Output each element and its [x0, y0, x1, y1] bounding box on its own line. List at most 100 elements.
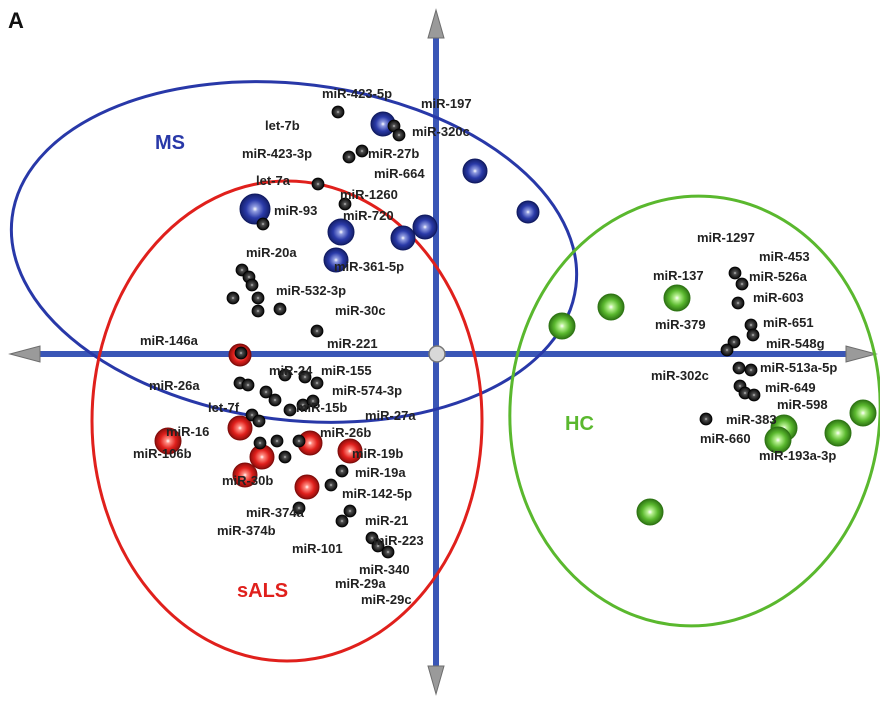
mirna-label-09: miR-1260 [340, 187, 398, 202]
mirna-label-23: miR-15b [296, 400, 347, 415]
hc-group-label: HC [565, 413, 594, 435]
ms-sample-point-8 [323, 247, 349, 273]
mirna-point-34 [335, 464, 349, 478]
mirna-label-52: miR-383 [726, 412, 777, 427]
hc-sample-point-18 [597, 293, 625, 321]
mirna-label-31: miR-142-5p [342, 486, 412, 501]
mirna-point-42 [728, 266, 742, 280]
mirna-point-1 [331, 105, 345, 119]
mirna-point-21 [278, 368, 292, 382]
mirna-point-25 [283, 403, 297, 417]
mirna-label-05: miR-423-3p [242, 146, 312, 161]
mirna-label-02: miR-197 [421, 96, 472, 111]
mirna-point-11 [245, 278, 259, 292]
mirna-point-49 [732, 361, 746, 375]
mirna-point-23 [310, 376, 324, 390]
mirna-point-46 [746, 328, 760, 342]
mirna-label-49: miR-513a-5p [760, 360, 837, 375]
mirna-point-14 [273, 302, 287, 316]
mirna-point-19 [241, 378, 255, 392]
left-arrow-icon [8, 345, 41, 363]
sals-sample-point-13 [337, 438, 363, 464]
mirna-point-20 [259, 385, 273, 399]
mirna-label-35: miR-101 [292, 541, 343, 556]
mirna-label-04: miR-320c [412, 124, 470, 139]
mirna-label-33: miR-374b [217, 523, 276, 538]
mirna-point-36 [292, 501, 306, 515]
mirna-point-13 [251, 291, 265, 305]
ms-sample-point-7 [412, 214, 438, 240]
points-layer [154, 105, 877, 559]
hc-sample-point-17 [548, 312, 576, 340]
mirna-point-44 [731, 296, 745, 310]
mirna-point-8 [256, 217, 270, 231]
mirna-label-26: miR-26b [320, 425, 371, 440]
mirna-point-7 [338, 197, 352, 211]
mirna-point-12 [226, 291, 240, 305]
mirna-point-48 [720, 343, 734, 357]
mirna-point-32 [292, 434, 306, 448]
mirna-point-17 [234, 346, 248, 360]
mirna-label-11: miR-720 [343, 208, 394, 223]
mirna-label-18: miR-24 [269, 363, 313, 378]
mirna-label-12: miR-20a [246, 245, 297, 260]
hc-sample-point-24 [636, 498, 664, 526]
mirna-label-36: miR-223 [373, 533, 424, 548]
mirna-label-28: miR-19b [352, 446, 403, 461]
mirna-point-40 [371, 539, 385, 553]
axes-layer [8, 8, 878, 696]
ms-group-ellipse [9, 80, 579, 424]
mirna-label-06: miR-27b [368, 146, 419, 161]
mirna-point-4 [342, 150, 356, 164]
mirna-point-31 [270, 434, 284, 448]
mirna-point-43 [735, 277, 749, 291]
sals-sample-point-11 [154, 427, 182, 455]
mirna-label-13: miR-361-5p [334, 259, 404, 274]
mirna-label-03: let-7b [265, 118, 300, 133]
mirna-point-24 [268, 393, 282, 407]
mirna-point-29 [252, 414, 266, 428]
mirna-label-54: miR-193a-3p [759, 448, 836, 463]
mirna-label-53: miR-660 [700, 431, 751, 446]
ms-sample-point-5 [327, 218, 355, 246]
mirna-point-30 [253, 436, 267, 450]
mirna-label-17: miR-146a [140, 333, 199, 348]
up-arrow-icon [427, 8, 445, 39]
mirna-label-10: miR-93 [274, 203, 317, 218]
mirna-point-6 [311, 177, 325, 191]
mirna-label-34: miR-21 [365, 513, 408, 528]
mirna-point-33 [278, 450, 292, 464]
mirna-label-38: miR-29a [335, 576, 386, 591]
mirna-point-50 [744, 363, 758, 377]
mirna-label-46: miR-651 [763, 315, 814, 330]
sals-group-label: sALS [237, 580, 288, 602]
mirna-label-21: miR-574-3p [332, 383, 402, 398]
mirna-label-48: miR-302c [651, 368, 709, 383]
mirna-label-15: miR-30c [335, 303, 386, 318]
mirna-label-42: miR-137 [653, 268, 704, 283]
mirna-label-39: miR-29c [361, 592, 412, 607]
mirna-point-37 [343, 504, 357, 518]
ms-group-label: MS [155, 132, 185, 154]
right-arrow-icon [845, 345, 878, 363]
sals-group-ellipse [90, 179, 484, 663]
mirna-label-37: miR-340 [359, 562, 410, 577]
mirna-label-14: miR-532-3p [276, 283, 346, 298]
mirna-label-45: miR-379 [655, 317, 706, 332]
mirna-label-01: miR-423-5p [322, 86, 392, 101]
mirna-label-40: miR-1297 [697, 230, 755, 245]
panel-label: A [8, 8, 24, 33]
mirna-label-20: miR-26a [149, 378, 200, 393]
mirna-label-44: miR-603 [753, 290, 804, 305]
mirna-label-19: miR-155 [321, 363, 372, 378]
mirna-point-5 [355, 144, 369, 158]
mirna-label-08: let-7a [256, 173, 291, 188]
mirna-point-15 [251, 304, 265, 318]
ms-sample-point-6 [390, 225, 416, 251]
hc-sample-point-19 [663, 284, 691, 312]
hc-sample-point-21 [824, 419, 852, 447]
mirna-point-47 [727, 335, 741, 349]
ms-sample-point-4 [239, 193, 271, 225]
